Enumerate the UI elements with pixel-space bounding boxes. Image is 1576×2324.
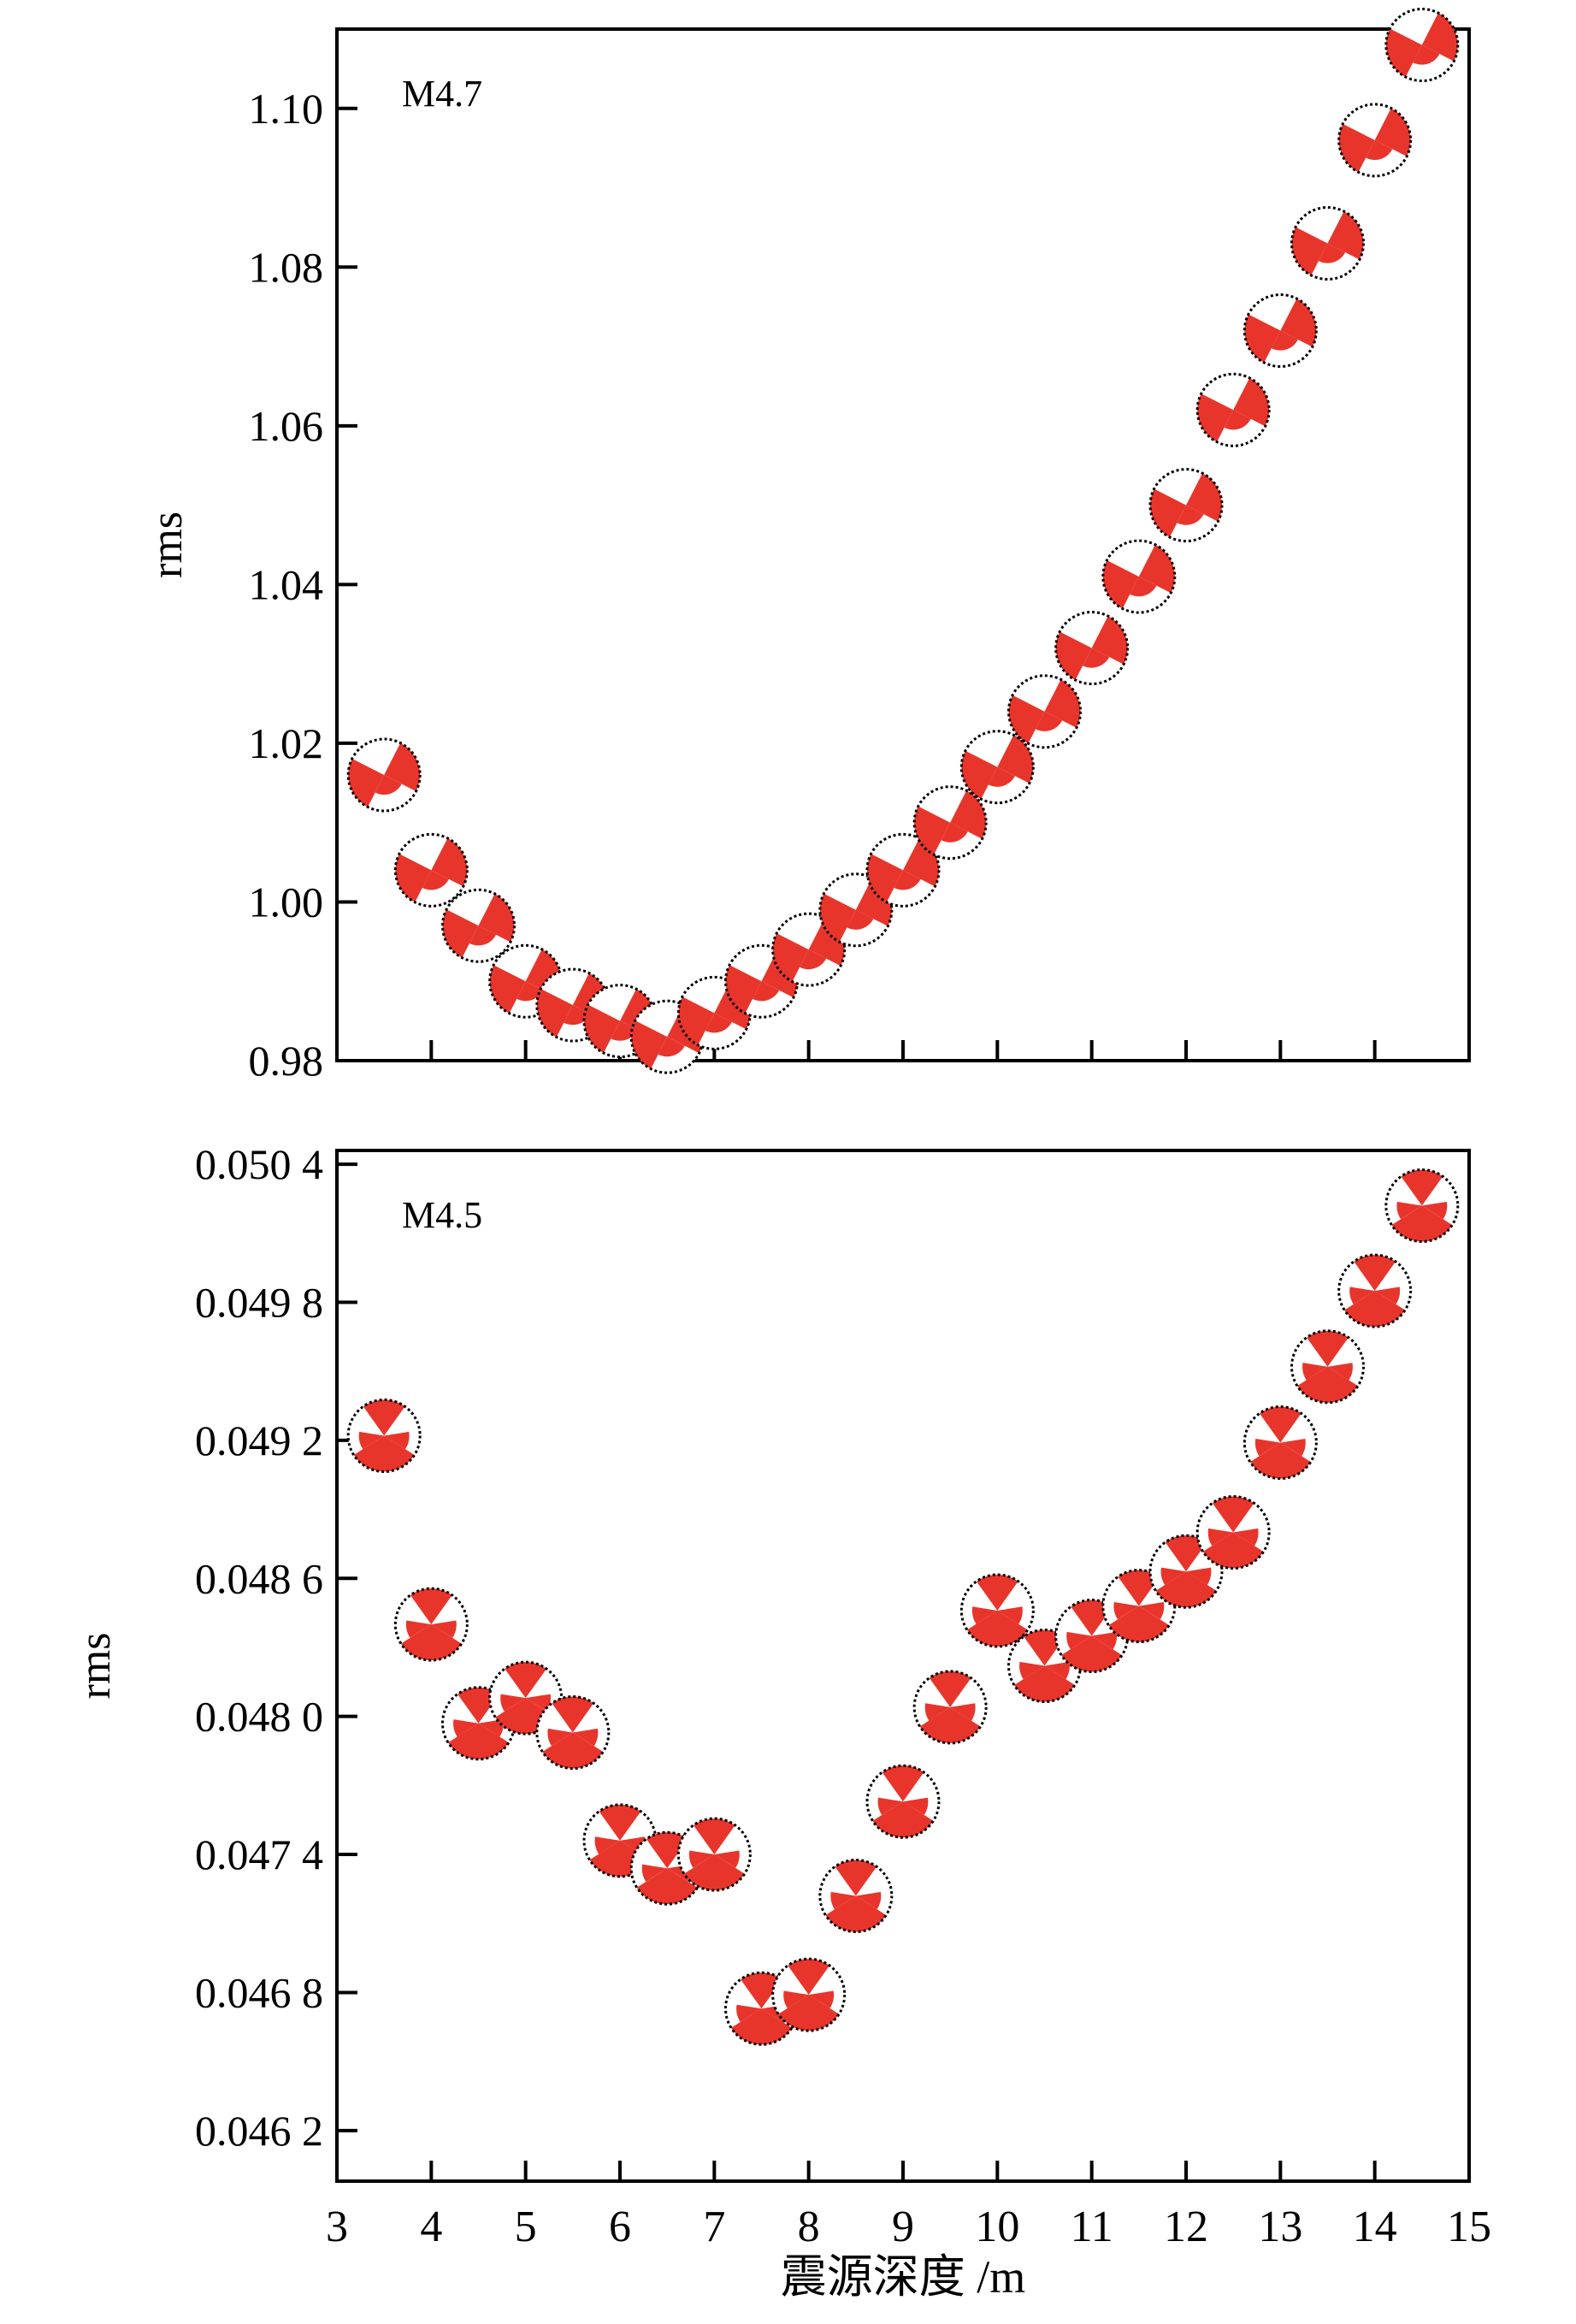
x-tick-label: 7 <box>703 2203 725 2251</box>
y-tick-label: 0.046 8 <box>195 1968 323 2016</box>
data-point <box>1290 1329 1365 1404</box>
data-point <box>629 999 705 1074</box>
data-point <box>1290 205 1365 281</box>
x-tick-label: 4 <box>420 2203 442 2251</box>
series-bottom <box>346 1168 1460 2046</box>
panel-top: 0.98 1.00 1.02 1.04 1.06 1.08 1.10 M4.7 rms <box>143 8 1471 1085</box>
y-axis-top: 0.98 1.00 1.02 1.04 1.06 1.08 1.10 <box>249 85 357 1085</box>
x-tick-label: 10 <box>975 2203 1019 2251</box>
data-point <box>959 1573 1035 1648</box>
data-point <box>1337 103 1413 178</box>
data-point <box>1195 372 1271 447</box>
data-point <box>1054 611 1130 686</box>
data-point <box>676 1817 752 1892</box>
y-tick-label: 0.046 2 <box>195 2107 323 2155</box>
x-axis-label: 震源深度 /m <box>781 2251 1026 2303</box>
y-tick-label: 1.00 <box>249 878 324 925</box>
y-tick-label: 1.10 <box>249 85 324 133</box>
data-point <box>1148 1534 1224 1609</box>
y-tick-label: 0.047 4 <box>195 1830 323 1878</box>
y-axis-label-bottom: rms <box>71 1633 120 1700</box>
data-point <box>1384 1168 1460 1244</box>
data-point <box>1384 8 1460 83</box>
data-point <box>346 737 422 813</box>
y-tick-label: 1.04 <box>249 560 324 608</box>
panel-bottom: 0.046 2 0.046 8 0.047 4 0.048 0 0.048 6 0.049… <box>71 1140 1491 2251</box>
data-point <box>346 1399 422 1474</box>
x-tick-label: 15 <box>1447 2203 1491 2251</box>
y-tick-label: 1.08 <box>249 243 324 291</box>
x-axis-bottom: 3 4 5 6 7 8 9 10 11 12 13 14 15 <box>326 2161 1491 2251</box>
data-point <box>1101 539 1177 614</box>
x-tick-label: 3 <box>326 2203 348 2251</box>
data-point <box>865 1764 941 1839</box>
y-tick-label: 0.98 <box>249 1037 324 1085</box>
y-tick-label: 0.049 2 <box>195 1416 323 1464</box>
data-point <box>1195 1494 1271 1570</box>
data-point <box>912 1670 988 1745</box>
x-tick-label: 5 <box>515 2203 537 2251</box>
y-tick-label: 1.02 <box>249 719 324 767</box>
data-point <box>1337 1253 1413 1328</box>
data-point <box>865 832 941 908</box>
data-point <box>535 1695 611 1771</box>
y-tick-label: 0.050 4 <box>195 1140 323 1188</box>
y-tick-label: 0.049 8 <box>195 1279 323 1327</box>
x-tick-label: 8 <box>798 2203 820 2251</box>
y-tick-label: 1.06 <box>249 402 324 450</box>
series-top <box>346 8 1460 1074</box>
data-point <box>1007 674 1082 749</box>
y-axis-label-top: rms <box>143 512 192 578</box>
y-tick-label: 0.048 0 <box>195 1693 323 1741</box>
x-tick-label: 6 <box>609 2203 631 2251</box>
data-point <box>1148 468 1224 543</box>
panel-annotation-top: M4.7 <box>402 73 482 115</box>
data-point <box>1243 293 1318 369</box>
x-tick-label: 12 <box>1164 2203 1208 2251</box>
y-axis-bottom: 0.046 2 0.046 8 0.047 4 0.048 0 0.048 6 0.049… <box>195 1140 357 2155</box>
y-tick-label: 0.048 6 <box>195 1554 323 1602</box>
data-point <box>818 1858 894 1933</box>
data-point <box>912 785 988 860</box>
panel-annotation-bottom: M4.5 <box>402 1194 482 1236</box>
x-tick-label: 14 <box>1353 2203 1397 2251</box>
x-tick-label: 13 <box>1258 2203 1302 2251</box>
data-point <box>959 730 1035 805</box>
data-point <box>1243 1405 1318 1481</box>
data-point <box>771 1957 847 2032</box>
data-point <box>441 888 516 963</box>
data-point <box>393 832 469 908</box>
x-tick-label: 11 <box>1071 2203 1113 2251</box>
x-tick-label: 9 <box>892 2203 914 2251</box>
data-point <box>393 1587 469 1662</box>
